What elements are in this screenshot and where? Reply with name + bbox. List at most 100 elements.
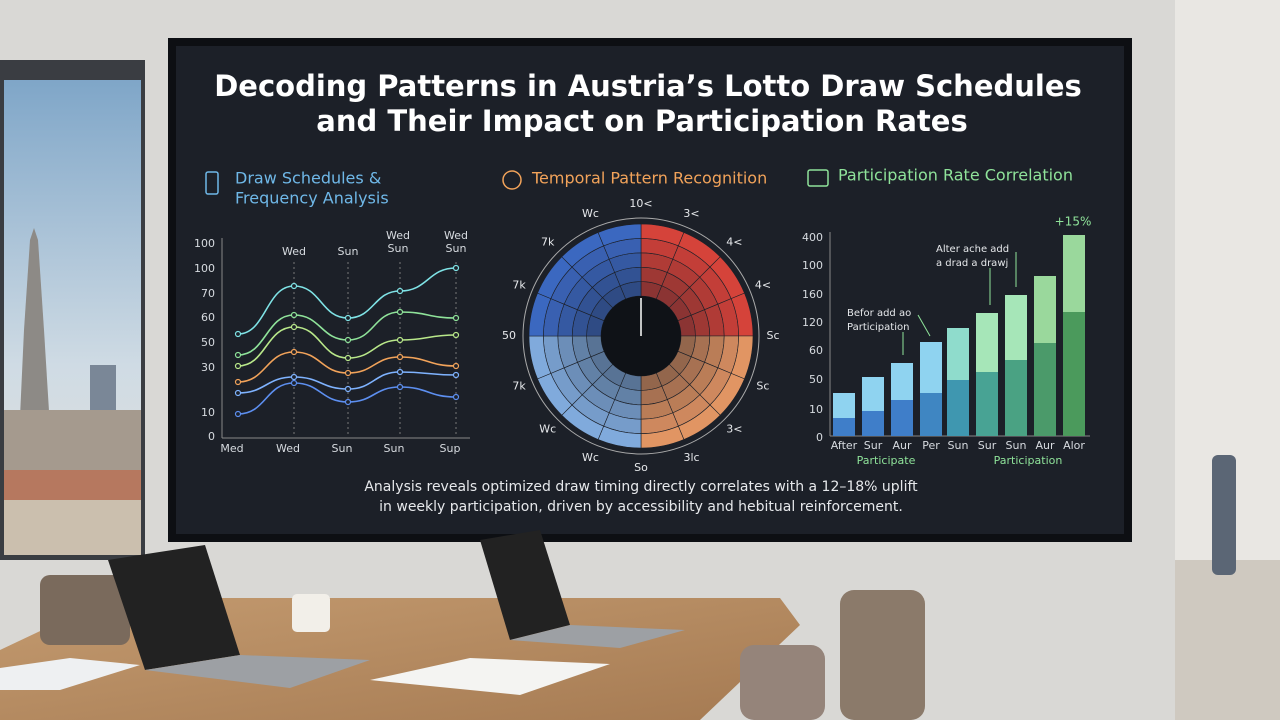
panel-title: Draw Schedules & <box>235 169 381 188</box>
chair <box>1212 455 1236 575</box>
curve <box>237 267 457 335</box>
y-tick-label: 0 <box>208 430 215 443</box>
y-tick-label: 400 <box>802 231 823 244</box>
caption: in weekly participation, driven by acces… <box>379 499 903 515</box>
point <box>452 331 460 339</box>
ring-label: 3lc <box>683 451 699 464</box>
annotation: Participation <box>847 322 909 333</box>
point <box>344 314 352 322</box>
y-tick-label: 60 <box>809 344 823 357</box>
bar-top <box>891 363 913 400</box>
y-tick-label: 100 <box>802 259 823 272</box>
point <box>234 410 242 418</box>
point <box>290 373 298 381</box>
x-tick-label: Sur <box>978 439 997 452</box>
highlight: +15% <box>1055 215 1092 229</box>
bar-base <box>891 400 913 436</box>
polar-cell <box>597 223 642 247</box>
point <box>290 323 298 331</box>
laptop-base <box>510 625 685 648</box>
x-tick-label: Alor <box>1063 439 1085 452</box>
ring-label: 7k <box>512 380 526 393</box>
ring-label: 3< <box>726 422 742 435</box>
bar-top <box>920 342 942 393</box>
laptop-base <box>145 655 370 688</box>
ring-label: Sc <box>766 329 779 342</box>
point <box>290 311 298 319</box>
point <box>234 330 242 338</box>
ring-label: 7k <box>512 278 526 291</box>
point <box>234 351 242 359</box>
point <box>452 314 460 322</box>
ring-label: 10< <box>629 197 652 210</box>
y-tick-label: 10 <box>809 403 823 416</box>
bar-top <box>833 393 855 418</box>
caption: Analysis reveals optimized draw timing d… <box>364 479 918 495</box>
chair <box>740 645 825 720</box>
bar-base <box>833 418 855 436</box>
y-tick-label: 160 <box>802 288 823 301</box>
chair <box>40 575 130 645</box>
x-tick-label: Sun <box>332 442 353 455</box>
bar-base <box>920 393 942 436</box>
top-label: Sun <box>446 242 467 255</box>
point <box>452 393 460 401</box>
ring-label: 4< <box>755 278 771 291</box>
y-tick-label: 120 <box>802 316 823 329</box>
annotation: Befor add ao <box>847 308 911 319</box>
point <box>396 287 404 295</box>
ring-label: 50 <box>502 329 516 342</box>
ring-label: Wc <box>582 451 599 464</box>
point <box>344 398 352 406</box>
panel-title: Temporal Pattern Recognition <box>531 169 767 188</box>
y-tick-label: 60 <box>201 311 215 324</box>
point <box>396 308 404 316</box>
bar-base <box>1063 312 1085 436</box>
top-label: Sun <box>338 245 359 258</box>
ring-label: 7k <box>541 236 555 249</box>
bar-top <box>947 328 969 380</box>
x-tick-label: Aur <box>892 439 911 452</box>
icon <box>502 170 522 190</box>
point <box>344 369 352 377</box>
x-tick-label: Per <box>922 439 940 452</box>
bar-top <box>976 313 998 372</box>
title: and Their Impact on Participation Rates <box>316 104 967 138</box>
top-label: Sun <box>388 242 409 255</box>
top-label: Wed <box>386 229 410 242</box>
floor <box>1175 560 1280 720</box>
annotation: a drad a drawj <box>936 258 1008 269</box>
y-tick-label: 50 <box>201 336 215 349</box>
x-tick-label: Med <box>220 442 243 455</box>
bar-top <box>862 377 884 411</box>
laptop-screen <box>480 530 570 640</box>
laptop-screen <box>108 545 240 670</box>
bar-base <box>976 372 998 436</box>
polar-outline <box>522 217 760 455</box>
x-tick-label: After <box>831 439 858 452</box>
y-tick-label: 70 <box>201 287 215 300</box>
point <box>452 362 460 370</box>
title: Decoding Patterns in Austria’s Lotto Dra… <box>214 69 1082 103</box>
icon <box>807 169 829 187</box>
point <box>234 378 242 386</box>
ring-label: 3< <box>683 207 699 220</box>
point <box>234 362 242 370</box>
point <box>396 368 404 376</box>
point <box>290 379 298 387</box>
x-tick-label: Wed <box>276 442 300 455</box>
point <box>344 354 352 362</box>
x-tick-label: Sur <box>864 439 883 452</box>
bar-base <box>1034 343 1056 436</box>
point <box>396 336 404 344</box>
x-tick-label: Sun <box>948 439 969 452</box>
y-tick-label: 0 <box>816 431 823 444</box>
group-label: Participate <box>857 454 916 467</box>
bar-top <box>1005 295 1027 360</box>
papers <box>370 658 610 695</box>
point <box>344 336 352 344</box>
point <box>396 383 404 391</box>
bar-top <box>1063 235 1085 312</box>
